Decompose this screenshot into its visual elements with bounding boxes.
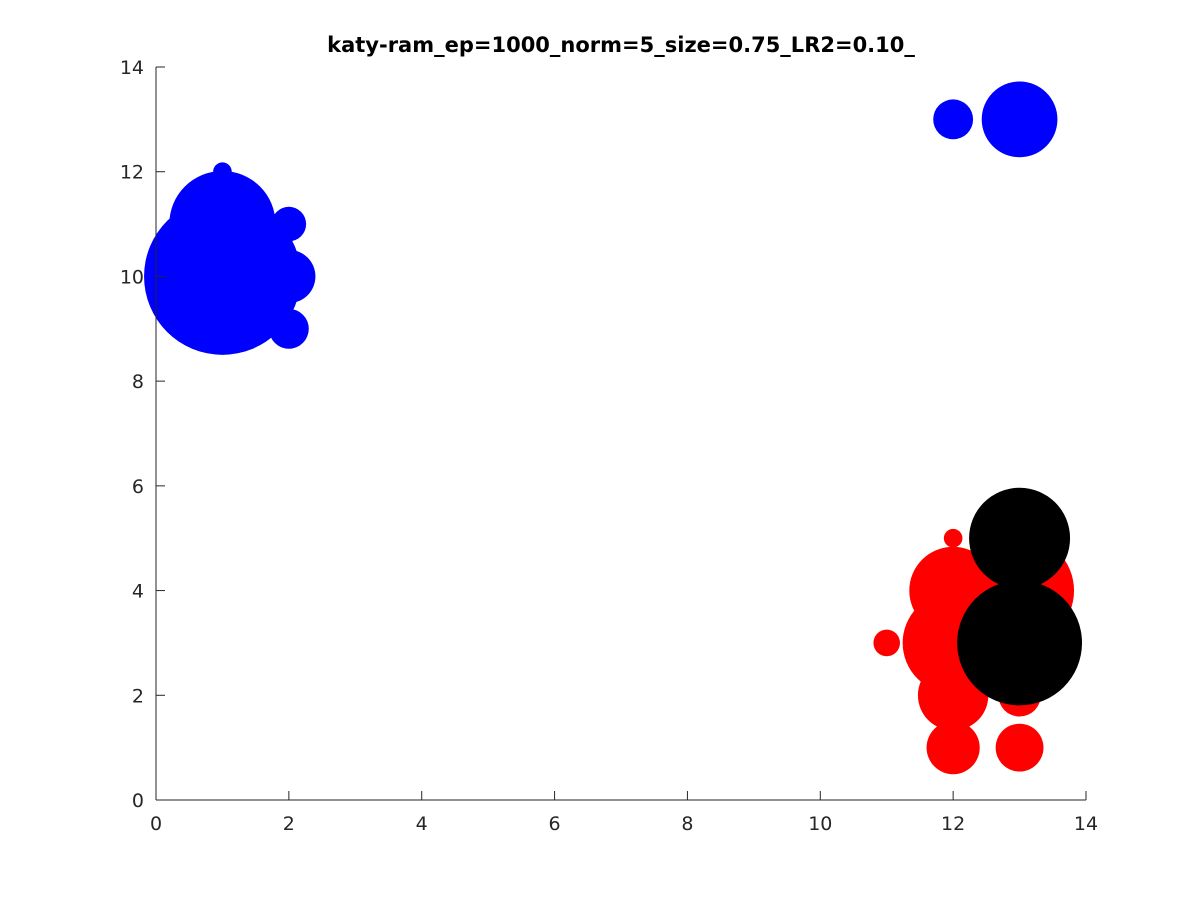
scatter-point-red-0 — [943, 528, 963, 548]
y-tick-label-6: 12 — [120, 162, 144, 184]
x-tick-label-5: 10 — [808, 813, 832, 835]
y-tick-label-1: 2 — [132, 685, 144, 707]
scatter-point-blue-7 — [981, 81, 1058, 158]
x-tick-label-4: 8 — [681, 813, 693, 835]
scatter-point-black-1 — [957, 580, 1083, 706]
y-tick-label-7: 14 — [120, 57, 144, 79]
scatter-point-blue-3 — [271, 206, 307, 242]
x-tick-label-0: 0 — [150, 813, 162, 835]
x-tick-label-7: 14 — [1074, 813, 1098, 835]
scatter-point-red-8 — [995, 723, 1044, 772]
x-tick-label-3: 6 — [549, 813, 561, 835]
scatter-point-blue-6 — [933, 99, 974, 140]
y-tick-label-2: 4 — [132, 581, 144, 603]
scatter-point-blue-5 — [268, 308, 309, 349]
scatter-point-black-0 — [969, 487, 1071, 589]
y-tick-label-5: 10 — [120, 266, 144, 288]
axes: 0 2 4 6 8 10 12 14 0 2 4 6 8 10 12 14 — [120, 57, 1098, 835]
plot-area — [144, 81, 1083, 775]
scatter-point-blue-4 — [262, 249, 316, 303]
y-tick-label-3: 6 — [132, 476, 144, 498]
x-tick-label-6: 12 — [941, 813, 965, 835]
x-tick-label-2: 4 — [416, 813, 428, 835]
chart-title: katy-ram_ep=1000_norm=5_size=0.75_LR2=0.… — [327, 33, 915, 57]
y-tick-label-4: 8 — [132, 371, 144, 393]
y-tick-label-0: 0 — [132, 790, 144, 812]
scatter-point-blue-2 — [213, 162, 232, 182]
scatter-point-blue-1 — [169, 170, 276, 278]
scatter-point-red-5 — [873, 629, 900, 657]
x-tick-label-1: 2 — [283, 813, 295, 835]
scatter-point-red-4 — [926, 721, 980, 775]
